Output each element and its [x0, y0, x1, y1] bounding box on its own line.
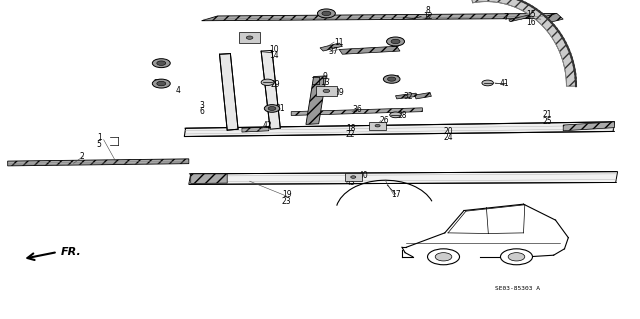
Circle shape: [351, 176, 356, 178]
Circle shape: [435, 253, 452, 261]
Circle shape: [261, 79, 274, 85]
Circle shape: [391, 39, 400, 44]
Bar: [316, 85, 337, 96]
Text: 3: 3: [199, 101, 204, 110]
Polygon shape: [415, 93, 431, 99]
Text: 7: 7: [503, 13, 508, 22]
Text: 32: 32: [403, 92, 413, 101]
Text: 35: 35: [243, 34, 253, 43]
Text: 18: 18: [346, 124, 355, 133]
Text: 16: 16: [526, 18, 536, 27]
Polygon shape: [191, 174, 227, 183]
Polygon shape: [291, 108, 422, 115]
Polygon shape: [306, 76, 326, 124]
Circle shape: [482, 80, 493, 86]
Text: 38: 38: [154, 59, 164, 68]
Bar: [239, 32, 260, 43]
Polygon shape: [261, 50, 280, 129]
Text: 17: 17: [390, 190, 401, 199]
Text: 13: 13: [320, 78, 330, 87]
Circle shape: [246, 36, 253, 39]
Text: 26: 26: [379, 116, 389, 125]
Text: 6: 6: [199, 107, 204, 116]
Circle shape: [152, 59, 170, 68]
Circle shape: [268, 107, 276, 110]
Text: 20: 20: [443, 127, 453, 136]
Circle shape: [428, 249, 460, 265]
Polygon shape: [242, 127, 269, 132]
Text: 15: 15: [526, 10, 536, 19]
Circle shape: [375, 124, 380, 127]
Text: 24: 24: [443, 133, 453, 142]
Polygon shape: [8, 159, 189, 166]
Polygon shape: [320, 43, 342, 51]
Circle shape: [317, 9, 335, 18]
Text: 36: 36: [352, 105, 362, 114]
Polygon shape: [202, 13, 557, 21]
Text: 31: 31: [275, 104, 285, 113]
Text: 23: 23: [282, 197, 292, 206]
Text: 28: 28: [397, 111, 406, 120]
Text: FR.: FR.: [61, 247, 81, 257]
Circle shape: [500, 249, 532, 265]
Polygon shape: [396, 93, 417, 99]
Circle shape: [388, 77, 396, 81]
Text: 34: 34: [390, 75, 401, 84]
Text: 41: 41: [499, 79, 509, 88]
Text: 5: 5: [97, 140, 102, 149]
Bar: [345, 173, 362, 181]
Bar: [369, 122, 386, 130]
Text: 1: 1: [97, 133, 102, 142]
Polygon shape: [339, 46, 400, 54]
Text: 27: 27: [154, 79, 164, 88]
Text: 30: 30: [320, 11, 330, 20]
Circle shape: [264, 105, 280, 112]
Circle shape: [323, 89, 330, 93]
Polygon shape: [563, 122, 614, 131]
Circle shape: [390, 112, 401, 118]
Text: 8: 8: [425, 6, 430, 15]
Text: 9: 9: [323, 72, 328, 81]
Text: 42: 42: [262, 121, 273, 130]
Text: 14: 14: [269, 51, 279, 60]
Circle shape: [383, 75, 400, 83]
Polygon shape: [509, 14, 532, 22]
Polygon shape: [189, 172, 618, 184]
Circle shape: [387, 37, 404, 46]
Text: 33: 33: [390, 40, 401, 48]
Text: 10: 10: [269, 45, 279, 54]
Text: 43: 43: [346, 178, 356, 187]
Text: 2: 2: [79, 152, 84, 161]
Text: 37: 37: [328, 47, 338, 56]
Text: 22: 22: [346, 130, 355, 139]
Circle shape: [322, 11, 331, 16]
Text: SE03-85303 A: SE03-85303 A: [495, 286, 540, 291]
Text: 29: 29: [270, 80, 280, 89]
Text: 4: 4: [175, 86, 180, 95]
Circle shape: [157, 81, 166, 86]
Text: 39: 39: [334, 88, 344, 97]
Circle shape: [157, 61, 166, 65]
Polygon shape: [184, 122, 614, 137]
Text: 12: 12: [423, 12, 432, 21]
Text: 25: 25: [542, 117, 552, 126]
Circle shape: [152, 79, 170, 88]
Text: 21: 21: [543, 110, 552, 119]
Circle shape: [508, 253, 525, 261]
Polygon shape: [471, 0, 576, 86]
Text: 19: 19: [282, 190, 292, 199]
Polygon shape: [541, 13, 563, 23]
Polygon shape: [220, 54, 238, 130]
Text: 40: 40: [358, 171, 369, 180]
Text: 11: 11: [335, 38, 344, 47]
